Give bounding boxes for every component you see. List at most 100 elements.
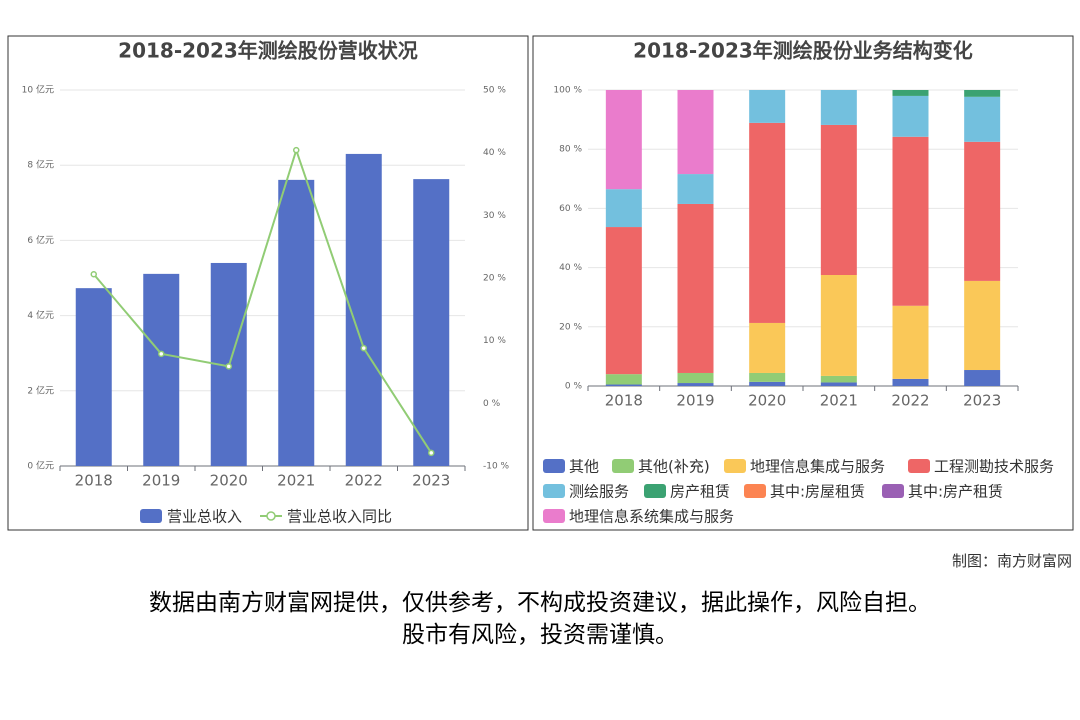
bar-segment — [892, 95, 929, 137]
bar-segment — [605, 384, 642, 386]
y2-tick-label: 20 % — [483, 274, 506, 284]
charts: 2018-2023年测绘股份营收状况 2018-2023年测绘股份业务结构变化 … — [7, 35, 1074, 531]
legend-label: 营业总收入同比 — [287, 508, 392, 526]
bar — [413, 179, 450, 466]
x-tick-label: 2021 — [277, 472, 315, 490]
bar-segment — [964, 370, 1001, 386]
disclaimer: 数据由南方财富网提供，仅供参考，不构成投资建议，据此操作，风险自担。 — [149, 590, 931, 616]
bar-segment — [749, 381, 786, 386]
y2-tick-label: 0 % — [483, 399, 501, 409]
legend-label: 其中:房屋租赁 — [770, 483, 865, 501]
line — [92, 146, 433, 454]
y-tick-label: 6 亿元 — [27, 234, 54, 246]
bar-segment — [677, 174, 714, 204]
y-tick-label: 100 % — [553, 86, 582, 96]
bar-segment — [677, 383, 714, 386]
legend-label: 房产租赁 — [670, 483, 730, 501]
chart-title: 2018-2023年测绘股份营收状况 — [118, 39, 418, 63]
legend-swatch — [543, 459, 565, 473]
y-tick-label: 4 亿元 — [27, 309, 54, 321]
bar-segment — [605, 90, 642, 190]
y-tick-label: 8 亿元 — [27, 159, 54, 171]
bar-segment — [892, 136, 929, 306]
legend-label: 地理信息系统集成与服务 — [569, 508, 734, 526]
y-tick-label: 60 % — [559, 204, 582, 214]
bar-segment — [964, 280, 1001, 371]
y-tick-label: 2 亿元 — [27, 384, 54, 396]
legend-label: 测绘服务 — [569, 483, 629, 501]
legend-swatch — [724, 459, 746, 473]
point — [158, 350, 165, 358]
bar-segment — [677, 203, 714, 373]
bar-segment — [964, 141, 1001, 281]
x-tick-label: 2019 — [676, 392, 714, 410]
bar-segment — [820, 375, 857, 383]
y-tick-label: 80 % — [559, 145, 582, 155]
bar-segment — [749, 90, 786, 123]
y-tick-label: 20 % — [559, 322, 582, 332]
x-tick-label: 2023 — [412, 472, 450, 490]
bar — [278, 179, 315, 466]
x-tick-label: 2022 — [345, 472, 383, 490]
x-tick-label: 2018 — [605, 392, 643, 410]
bar-segment — [605, 189, 642, 228]
panel — [7, 35, 529, 531]
legend-swatch — [266, 511, 276, 521]
legend-swatch — [612, 459, 634, 473]
chart-title: 2018-2023年测绘股份业务结构变化 — [633, 39, 973, 63]
bar-segment — [820, 382, 857, 386]
point — [293, 146, 300, 154]
bar-segment — [677, 90, 714, 175]
x-tick-label: 2018 — [75, 472, 113, 490]
bar-segment — [749, 372, 786, 382]
legend-label: 地理信息集成与服务 — [750, 458, 885, 476]
bar-segment — [892, 305, 929, 379]
bar-segment — [677, 372, 714, 384]
legend-swatch — [140, 509, 162, 523]
legend-swatch — [882, 484, 904, 498]
legend-swatch — [908, 459, 930, 473]
legend-label: 工程测勘技术服务 — [934, 458, 1054, 476]
legend-swatch — [543, 509, 565, 523]
x-tick-label: 2021 — [820, 392, 858, 410]
bar-segment — [605, 374, 642, 385]
bar-segment — [605, 227, 642, 375]
legend-label: 其中:房产租赁 — [908, 483, 1003, 501]
y2-tick-label: 50 % — [483, 86, 506, 96]
legend-swatch — [543, 484, 565, 498]
bar-segment — [749, 322, 786, 373]
bar-segment — [892, 90, 929, 96]
bar-segment — [820, 124, 857, 275]
legend-swatch — [744, 484, 766, 498]
disclaimer: 股市有风险，投资需谨慎。 — [402, 622, 678, 648]
y-tick-label: 10 亿元 — [22, 84, 54, 96]
point — [225, 363, 232, 370]
y-tick-label: 40 % — [559, 263, 582, 273]
x-tick-label: 2019 — [142, 472, 180, 490]
x-tick-label: 2023 — [963, 392, 1001, 410]
x-tick-label: 2020 — [210, 472, 248, 490]
y2-tick-label: 10 % — [483, 336, 506, 346]
y2-tick-label: 40 % — [483, 148, 506, 158]
bar — [75, 288, 112, 466]
bar-segment — [820, 90, 857, 125]
point — [90, 270, 97, 278]
legend-label: 营业总收入 — [167, 508, 242, 526]
credit: 制图：南方财富网 — [951, 552, 1072, 570]
bar-segment — [964, 90, 1001, 97]
panel — [532, 35, 1074, 531]
point — [360, 344, 367, 352]
legend-swatch — [644, 484, 666, 498]
bar-segment — [749, 122, 786, 323]
y-tick-label: 0 % — [565, 382, 583, 392]
x-tick-label: 2022 — [891, 392, 929, 410]
legend-label: 其他(补充) — [638, 458, 710, 476]
y2-tick-label: 30 % — [483, 211, 506, 221]
legend-label: 其他 — [569, 458, 599, 476]
y2-tick-label: -10 % — [483, 462, 510, 472]
x-tick-label: 2020 — [748, 392, 786, 410]
bar-segment — [820, 275, 857, 376]
bar-segment — [964, 96, 1001, 142]
bar-segment — [892, 378, 929, 386]
